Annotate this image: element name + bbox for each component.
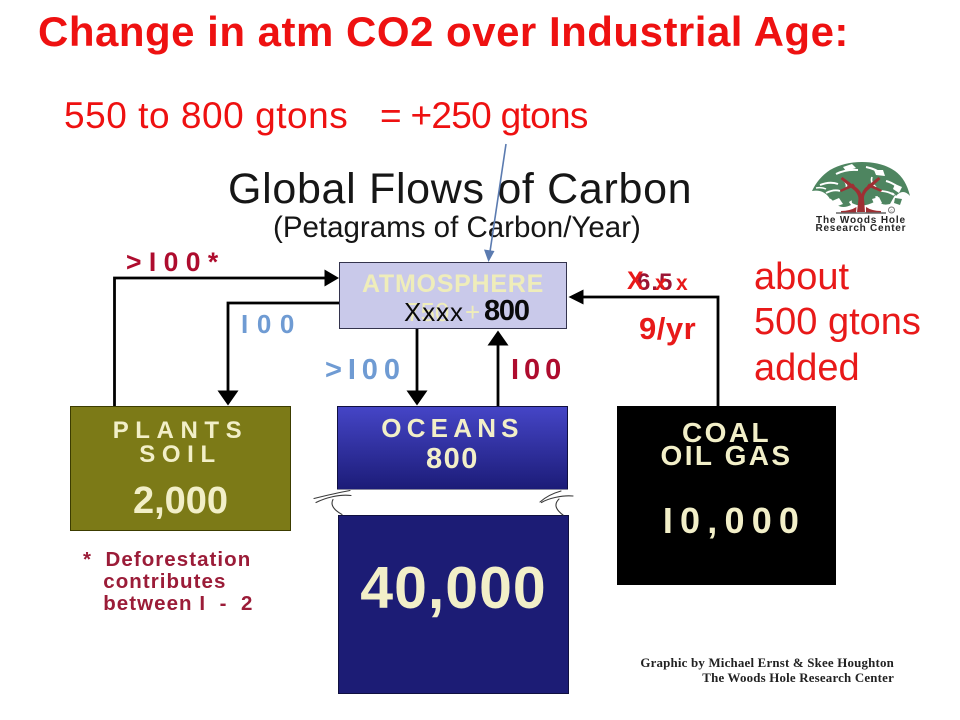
svg-text:c: c [890,208,893,213]
svg-text:Research Center: Research Center [816,223,906,234]
svg-text:The Woods Hole: The Woods Hole [816,215,905,226]
